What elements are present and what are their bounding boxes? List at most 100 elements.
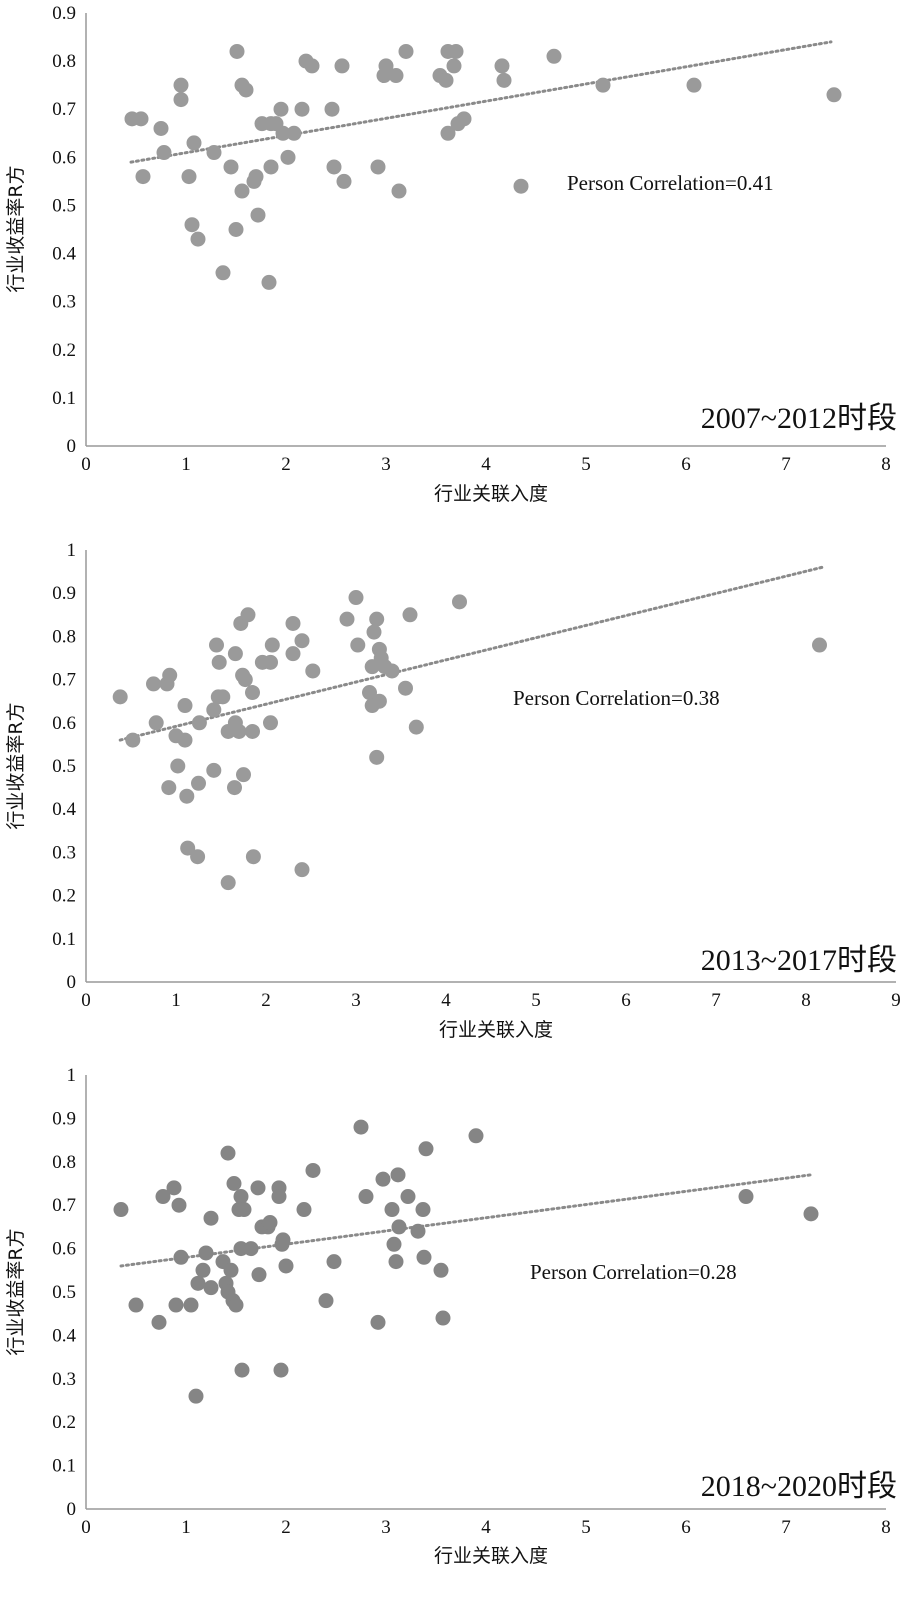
data-point <box>388 1254 404 1270</box>
data-point <box>166 1180 182 1196</box>
y-tick-label: 1 <box>67 1065 77 1086</box>
data-point <box>280 149 296 165</box>
data-point <box>209 637 224 653</box>
data-point <box>220 1145 236 1161</box>
data-point <box>294 862 310 878</box>
y-axis-title: 行业收益率R方 <box>5 702 27 829</box>
data-point <box>738 1189 754 1205</box>
data-point <box>370 159 386 175</box>
data-point <box>177 698 193 714</box>
data-point <box>326 159 342 175</box>
x-tick-label: 0 <box>81 990 91 1011</box>
y-tick-label: 0.1 <box>52 1456 76 1477</box>
data-point <box>494 58 510 74</box>
data-point <box>391 1219 407 1235</box>
data-point <box>195 1262 211 1278</box>
x-tick-label: 4 <box>441 990 451 1011</box>
correlation-annotation: Person Correlation=0.38 <box>513 686 720 710</box>
x-tick-label: 6 <box>681 1517 691 1538</box>
data-point <box>215 689 231 705</box>
x-tick-label: 0 <box>81 454 91 475</box>
data-point <box>177 732 193 748</box>
data-point <box>261 274 277 290</box>
data-point <box>243 1241 259 1257</box>
data-point <box>245 685 260 701</box>
data-point <box>211 654 227 670</box>
y-tick-label: 0.2 <box>52 1412 76 1433</box>
data-point <box>262 1215 278 1231</box>
data-point <box>375 1171 391 1187</box>
data-point <box>386 1236 402 1252</box>
data-point <box>371 693 387 709</box>
data-point <box>278 1258 294 1274</box>
data-point <box>391 183 407 199</box>
data-point <box>305 663 321 679</box>
data-point <box>198 1245 214 1261</box>
data-point <box>294 633 310 649</box>
y-tick-label: 0.8 <box>52 51 76 72</box>
data-point <box>398 680 413 696</box>
y-tick-label: 0.4 <box>52 799 76 820</box>
y-tick-label: 0.1 <box>52 929 76 950</box>
data-point <box>113 1202 129 1218</box>
y-tick-label: 0.2 <box>52 340 76 361</box>
data-point <box>378 58 394 74</box>
y-tick-label: 0 <box>67 1499 77 1520</box>
data-point <box>215 265 231 281</box>
data-point <box>238 82 254 98</box>
data-point <box>125 732 141 748</box>
data-point <box>264 637 280 653</box>
data-point <box>153 120 169 136</box>
data-point <box>234 1362 250 1378</box>
data-point <box>203 1210 219 1226</box>
data-point <box>324 101 340 117</box>
data-point <box>245 849 261 865</box>
x-tick-label: 1 <box>171 990 181 1011</box>
data-point <box>334 58 350 74</box>
data-point <box>370 1314 386 1330</box>
x-tick-label: 2 <box>281 454 291 475</box>
data-point <box>184 217 200 233</box>
data-point <box>190 1275 206 1291</box>
data-point <box>408 719 424 735</box>
data-point <box>263 159 279 175</box>
x-tick-label: 9 <box>891 990 901 1011</box>
y-tick-label: 0.9 <box>52 1108 76 1129</box>
y-tick-label: 1 <box>67 540 77 561</box>
y-tick-label: 0.8 <box>52 1152 76 1173</box>
data-point <box>181 169 197 185</box>
data-point <box>206 145 222 161</box>
x-tick-label: 5 <box>581 454 591 475</box>
data-point <box>353 1119 369 1135</box>
x-tick-label: 6 <box>681 454 691 475</box>
data-point <box>148 715 164 731</box>
x-tick-label: 6 <box>621 990 631 1011</box>
data-point <box>234 183 250 199</box>
x-tick-label: 0 <box>81 1517 91 1538</box>
data-point <box>339 611 355 627</box>
data-point <box>446 58 462 74</box>
x-axis-title: 行业关联入度 <box>439 1019 553 1041</box>
x-tick-label: 1 <box>181 454 191 475</box>
y-tick-label: 0.6 <box>52 1239 76 1260</box>
data-point <box>146 676 161 692</box>
data-point <box>305 1162 321 1178</box>
x-axis-title: 行业关联入度 <box>434 1545 548 1567</box>
x-tick-label: 5 <box>531 990 541 1011</box>
data-point <box>250 207 266 223</box>
period-label: 2013~2017时段 <box>701 944 897 977</box>
data-point <box>513 178 529 194</box>
data-point <box>410 1223 426 1239</box>
correlation-annotation: Person Correlation=0.41 <box>567 171 774 195</box>
data-point <box>190 849 206 865</box>
x-tick-label: 8 <box>881 454 891 475</box>
data-point <box>251 1267 267 1283</box>
x-tick-label: 3 <box>381 1517 391 1538</box>
data-point <box>188 1388 204 1404</box>
data-point <box>203 1280 219 1296</box>
x-tick-label: 4 <box>481 454 491 475</box>
x-tick-label: 8 <box>881 1517 891 1538</box>
data-point <box>179 788 195 804</box>
data-point <box>228 222 244 237</box>
